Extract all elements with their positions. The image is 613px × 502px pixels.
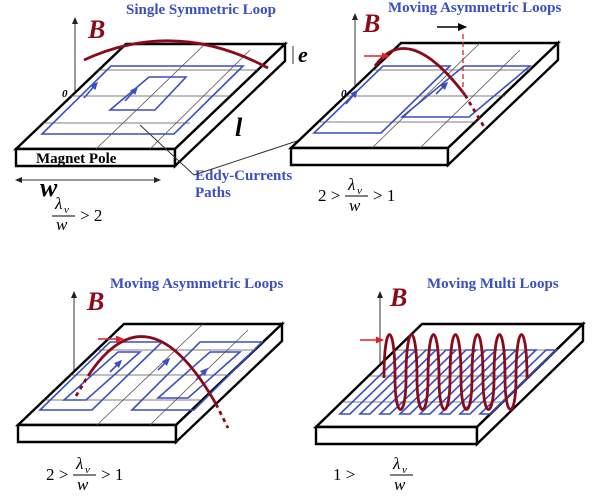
- ratio-subscript: v: [64, 204, 69, 216]
- ratio-denominator: w: [394, 475, 406, 494]
- panel-title: Moving Asymmetric Loops: [388, 0, 561, 16]
- ratio-rhs: > 1: [373, 186, 395, 205]
- flux-curve: [83, 39, 269, 70]
- ratio-subscript: v: [85, 464, 90, 476]
- w-label: w: [40, 173, 58, 202]
- ratio-lhs: 1 >: [333, 465, 355, 484]
- eddy-currents-label: Eddy-Currents: [195, 168, 292, 184]
- b-label: B: [86, 287, 104, 316]
- ratio-subscript: v: [402, 464, 407, 476]
- panel-title: Moving Multi Loops: [427, 276, 559, 292]
- panel-moving-asymmetric-bottom: Moving Asymmetric Loops B: [15, 276, 285, 494]
- ratio-numerator: λ: [75, 454, 83, 473]
- b-label: B: [87, 15, 105, 44]
- flux-curve: [86, 335, 218, 405]
- ratio-numerator: λ: [347, 175, 355, 194]
- magnet-slab: [288, 40, 561, 168]
- ratio-denominator: w: [349, 196, 361, 215]
- ratio-subscript: v: [357, 185, 362, 197]
- ratio-condition: 2 > λ v w > 1: [46, 454, 123, 494]
- e-label: e: [298, 42, 308, 67]
- ratio-lhs: 2 >: [46, 465, 68, 484]
- ratio-lhs: 2 >: [318, 186, 340, 205]
- panel-title: Moving Asymmetric Loops: [110, 276, 283, 292]
- b-label: B: [362, 9, 380, 38]
- b-label: B: [389, 283, 407, 312]
- flux-curve: [382, 333, 529, 411]
- ratio-rhs: > 2: [80, 206, 102, 225]
- origin-label: 0: [62, 88, 68, 100]
- origin-label: 0: [341, 88, 347, 100]
- magnet-pole-label: Magnet Pole: [36, 151, 117, 167]
- panel-moving-asymmetric-top: Moving Asymmetric Loops B 0 2 >: [288, 0, 561, 215]
- eddy-paths-label: Paths: [195, 185, 231, 201]
- surface-grid: [319, 42, 532, 149]
- eddy-loops: [312, 65, 533, 134]
- ratio-rhs: > 1: [101, 465, 123, 484]
- ratio-denominator: w: [56, 215, 68, 234]
- ratio-numerator: λ: [392, 454, 400, 473]
- panel-single-symmetric: Single Symmetric Loop B 0 e: [13, 2, 308, 234]
- ratio-denominator: w: [77, 475, 89, 494]
- panel-title: Single Symmetric Loop: [126, 2, 276, 18]
- ratio-numerator: λ: [54, 194, 62, 213]
- ratio-condition: λ v w > 2: [52, 194, 102, 234]
- ratio-condition: 1 > λ v w: [333, 454, 413, 494]
- l-label: l: [235, 113, 243, 142]
- eddy-loops: [40, 65, 245, 135]
- magnet-slab: [13, 41, 288, 169]
- panel-moving-multi: Moving Multi Loops B 1 > λ v: [313, 276, 586, 494]
- ratio-condition: 2 > λ v w > 1: [318, 175, 395, 215]
